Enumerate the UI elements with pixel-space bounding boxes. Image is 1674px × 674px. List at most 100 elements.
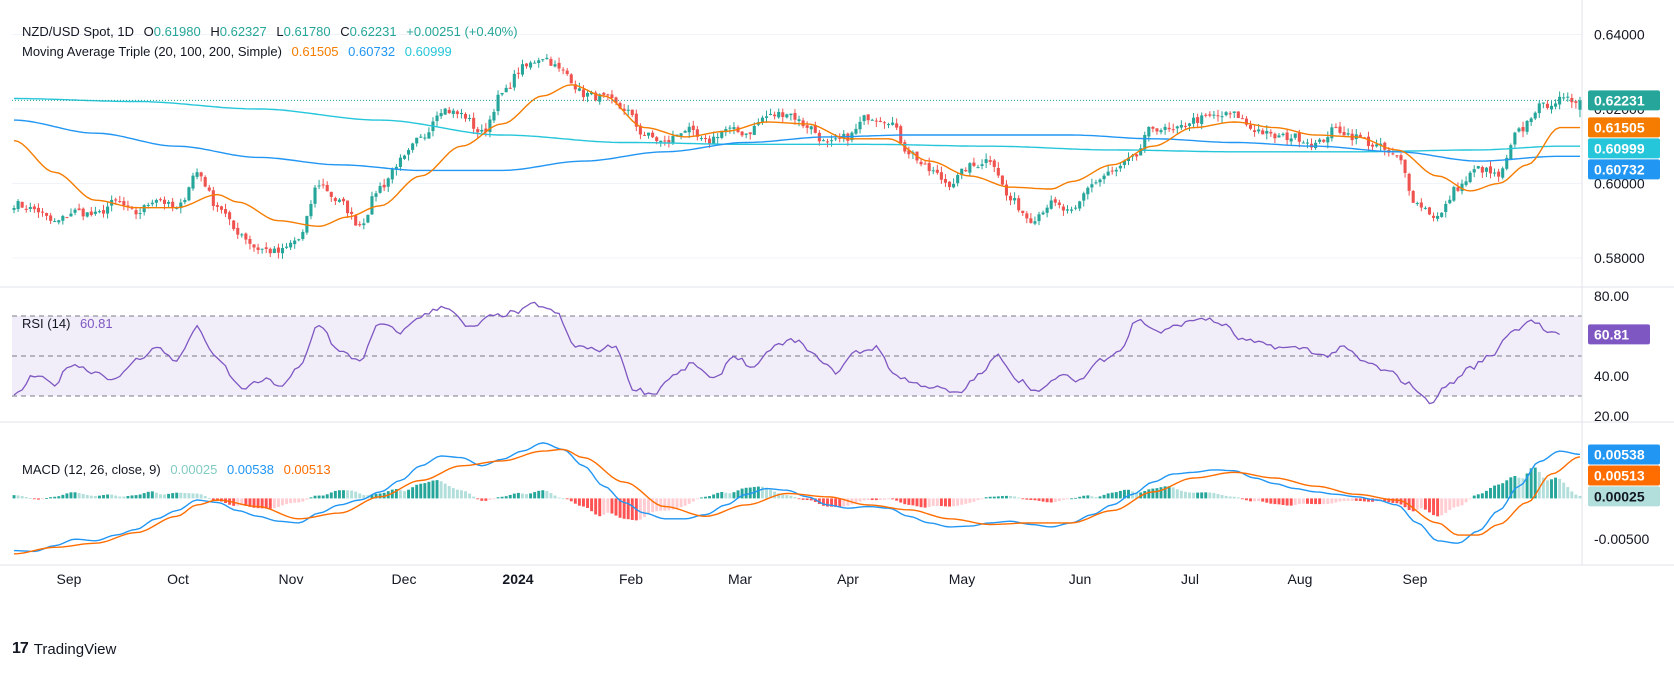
candle-body bbox=[1509, 145, 1513, 160]
macd-histogram-bar bbox=[1338, 498, 1342, 502]
candle-body bbox=[1493, 172, 1497, 174]
ma20-value: 0.61505 bbox=[291, 44, 339, 59]
macd-histogram-bar bbox=[899, 498, 903, 503]
macd-histogram-bar bbox=[1334, 498, 1338, 503]
low-value-label: L0.61780 bbox=[276, 24, 331, 39]
macd-histogram-bar bbox=[1200, 492, 1204, 499]
macd-histogram-bar bbox=[1570, 491, 1574, 499]
candle-body bbox=[764, 116, 769, 118]
candle-body bbox=[211, 190, 215, 206]
macd-indicator-name[interactable]: MACD (12, 26, close, 9) bbox=[22, 462, 161, 477]
candle-body bbox=[956, 175, 960, 184]
macd-line bbox=[13, 442, 1581, 553]
macd-histogram-bar bbox=[1277, 498, 1281, 505]
candle-body bbox=[1330, 127, 1334, 139]
macd-histogram-bar bbox=[297, 498, 301, 503]
candle-body bbox=[1460, 183, 1464, 192]
macd-histogram-bar bbox=[1074, 497, 1078, 499]
macd-histogram-bar bbox=[1342, 498, 1346, 502]
price-pane[interactable] bbox=[12, 33, 1582, 259]
candle-body bbox=[1525, 120, 1529, 132]
candle-body bbox=[252, 244, 256, 248]
macd-histogram-bar bbox=[651, 498, 655, 513]
macd-histogram-bar bbox=[1208, 492, 1212, 499]
candle-body bbox=[793, 113, 797, 120]
candle-body bbox=[154, 200, 158, 203]
time-tick-label: Aug bbox=[1288, 571, 1313, 587]
macd-histogram-bar bbox=[590, 498, 594, 512]
macd-histogram-bar bbox=[1045, 498, 1049, 503]
macd-histogram-bar bbox=[789, 495, 793, 499]
macd-histogram-bar bbox=[765, 487, 768, 499]
candle-body bbox=[760, 117, 764, 122]
macd-histogram-bar bbox=[557, 497, 561, 499]
candle-body bbox=[785, 114, 789, 118]
macd-histogram-bar bbox=[390, 489, 394, 499]
candle-body bbox=[354, 215, 358, 226]
candle-body bbox=[524, 63, 529, 67]
macd-histogram-bar bbox=[1289, 498, 1293, 506]
macd-pane[interactable] bbox=[12, 442, 1582, 555]
candle-body bbox=[720, 130, 724, 138]
candle-body bbox=[655, 137, 659, 142]
candle-body bbox=[712, 136, 716, 145]
candle-body bbox=[476, 129, 480, 133]
macd-histogram-bar bbox=[1249, 498, 1252, 502]
macd-histogram-bar bbox=[305, 498, 309, 500]
rsi-indicator-name[interactable]: RSI (14) bbox=[22, 316, 71, 331]
macd-histogram-bar bbox=[289, 498, 293, 504]
candle-body bbox=[1537, 103, 1541, 114]
candle-body bbox=[1122, 160, 1126, 165]
macd-histogram-bar bbox=[1521, 478, 1525, 499]
tradingview-footer[interactable]: 17 TradingView bbox=[12, 640, 116, 658]
candle-body bbox=[187, 187, 191, 201]
candle-body bbox=[463, 113, 468, 119]
candle-body bbox=[1419, 202, 1423, 208]
macd-histogram-bar bbox=[455, 489, 459, 499]
candle-body bbox=[451, 110, 455, 114]
macd-histogram-bar bbox=[809, 498, 813, 501]
candle-body bbox=[931, 170, 935, 172]
candle-body bbox=[280, 248, 285, 254]
candle-body bbox=[598, 94, 602, 102]
macd-histogram-bar bbox=[919, 498, 923, 508]
macd-histogram-bar bbox=[20, 496, 24, 499]
candle-body bbox=[1045, 207, 1049, 213]
macd-histogram-bar bbox=[643, 498, 646, 518]
candle-body bbox=[1444, 203, 1448, 213]
macd-histogram-bar bbox=[480, 498, 484, 501]
macd-histogram-bar bbox=[935, 498, 939, 506]
macd-histogram-bar bbox=[1098, 496, 1102, 499]
macd-histogram-bar bbox=[374, 493, 378, 499]
candle-body bbox=[1440, 212, 1444, 217]
macd-histogram-bar bbox=[1240, 498, 1244, 500]
candle-body bbox=[594, 92, 598, 101]
candle-body bbox=[1008, 195, 1013, 201]
low-value: 0.61780 bbox=[283, 24, 331, 39]
candle-body bbox=[1513, 132, 1517, 145]
candle-body bbox=[1265, 131, 1269, 134]
macd-histogram-bar bbox=[907, 498, 911, 505]
macd-histogram-bar bbox=[1566, 487, 1570, 499]
candle-body bbox=[683, 130, 687, 133]
rsi-pane[interactable] bbox=[12, 301, 1582, 405]
ma-indicator-name[interactable]: Moving Average Triple (20, 100, 200, Sim… bbox=[22, 44, 282, 59]
candle-body bbox=[907, 150, 911, 155]
candle-body bbox=[886, 124, 891, 126]
symbol-title[interactable]: NZD/USD Spot, 1D bbox=[22, 24, 134, 39]
candle-body bbox=[952, 183, 956, 188]
macd-histogram-bar bbox=[1480, 493, 1484, 499]
candle-body bbox=[492, 111, 496, 121]
candle-body bbox=[219, 206, 224, 210]
candle-body bbox=[480, 129, 484, 132]
macd-histogram-bar bbox=[699, 497, 703, 499]
macd-histogram-bar bbox=[256, 498, 260, 509]
candle-body bbox=[260, 248, 264, 250]
macd-histogram-bar bbox=[1578, 495, 1582, 499]
macd-histogram-bar bbox=[114, 495, 118, 499]
macd-histogram-bar bbox=[1232, 496, 1236, 499]
macd-histogram-bar bbox=[240, 498, 244, 506]
macd-histogram-bar bbox=[309, 497, 313, 499]
macd-histogram-bar bbox=[956, 498, 960, 506]
